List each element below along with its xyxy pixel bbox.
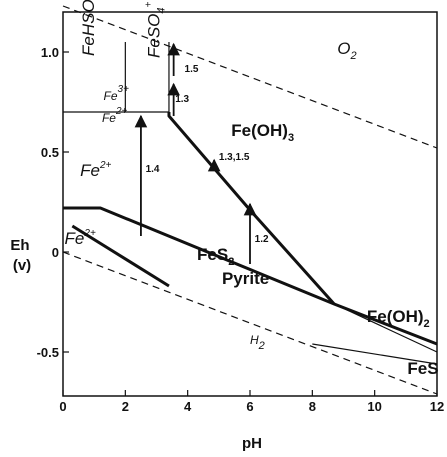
x-tick-label: 4 (184, 399, 192, 414)
arrow-label: 1.3,1.5 (219, 152, 250, 163)
arrow-label: 1.5 (185, 64, 199, 75)
region-label: FeS (407, 359, 438, 378)
phase-boundary (63, 206, 438, 346)
region-label: FeHSO4+2 (78, 0, 102, 56)
x-axis-title: pH (242, 435, 262, 452)
x-tick-label: 2 (122, 399, 129, 414)
region-label: Fe3+ (104, 84, 130, 103)
arrow-label: 1.3 (175, 94, 189, 105)
arrow-label: 1.2 (255, 234, 269, 245)
y-axis-unit: (v) (13, 257, 31, 274)
phase-boundary (312, 343, 438, 365)
x-tick-label: 8 (309, 399, 316, 414)
arrow-label: 1.4 (146, 164, 160, 175)
region-labels: FeHSO4+2 FeSO4+ Fe3+ Fe2+ Fe2+ Fe2+ Fe(OH)3 FeS… (65, 0, 439, 378)
x-tick-label: 6 (246, 399, 253, 414)
y-tick-label: 0 (52, 245, 59, 260)
water-limit-H2 (62, 251, 438, 395)
region-label: FeS2 (197, 245, 234, 268)
x-tick-label: 10 (367, 399, 381, 414)
region-label: Pyrite (222, 269, 269, 288)
phase-boundary (333, 303, 438, 353)
region-label: FeSO4+ (144, 1, 168, 58)
axis-ticks: 0 2 4 6 8 10 12 1.0 0.5 0 -0.5 (37, 45, 445, 414)
y-tick-label: -0.5 (37, 345, 59, 360)
x-tick-label: 12 (430, 399, 444, 414)
region-label: Fe2+ (65, 228, 96, 248)
water-limit-O2 (62, 5, 438, 149)
y-axis-title: Eh (10, 237, 29, 254)
region-label: O2 (337, 39, 356, 62)
y-tick-label: 0.5 (41, 145, 59, 160)
phase-boundary (71, 224, 170, 288)
region-label: Fe2+ (102, 106, 128, 125)
region-label: H2 (250, 333, 265, 352)
y-tick-label: 1.0 (41, 45, 59, 60)
x-tick-label: 0 (59, 399, 66, 414)
region-label: Fe(OH)3 (231, 121, 294, 144)
region-label: Fe2+ (80, 160, 111, 180)
region-label: Fe(OH)2 (367, 307, 430, 330)
reaction-arrows: 1.4 1.2 1.3,1.5 1.3 1.5 (134, 42, 269, 264)
